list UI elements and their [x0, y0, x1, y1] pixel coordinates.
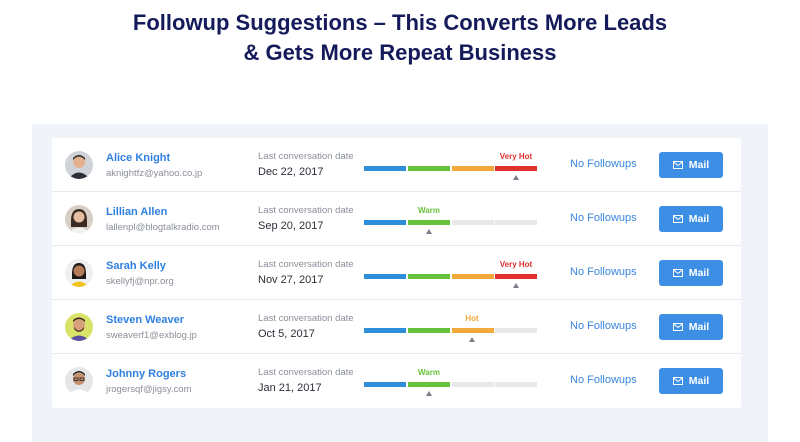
followups-link[interactable]: No Followups [570, 212, 637, 224]
mail-button-label: Mail [688, 267, 710, 279]
heat-segment-hot [452, 328, 494, 333]
headline-line-2: & Gets More Repeat Business [243, 40, 557, 65]
followups-link[interactable]: No Followups [570, 374, 637, 386]
avatar-icon [65, 367, 93, 395]
heat-label: Warm [418, 206, 440, 215]
mail-button[interactable]: Mail [659, 152, 723, 178]
lead-email: jrogersqf@jigsy.com [106, 384, 192, 395]
heat-pointer-icon [426, 391, 432, 396]
heat-segment-very-hot [495, 382, 537, 387]
envelope-icon [672, 161, 683, 169]
heat-label: Very Hot [499, 152, 533, 161]
mail-button-label: Mail [688, 159, 710, 171]
heat-segment-very-hot [495, 328, 537, 333]
followups-link[interactable]: No Followups [570, 320, 637, 332]
lead-name[interactable]: Lillian Allen [106, 206, 168, 218]
lead-row: Steven Weaver sweaverf1@exblog.jp Last c… [52, 300, 741, 354]
heat-label: Warm [418, 368, 440, 377]
envelope-icon [672, 323, 683, 331]
lead-email: lallenpl@blogtalkradio.com [106, 222, 220, 233]
last-conversation-label: Last conversation date [258, 151, 354, 162]
heat-segment-cold [364, 166, 406, 171]
headline-line-1: Followup Suggestions – This Converts Mor… [132, 10, 668, 35]
last-conversation-date: Dec 22, 2017 [258, 166, 324, 178]
last-conversation-label: Last conversation date [258, 367, 354, 378]
heat-meter: Warm [364, 202, 537, 238]
followups-link[interactable]: No Followups [570, 158, 637, 170]
followups-link[interactable]: No Followups [570, 266, 637, 278]
lead-name[interactable]: Johnny Rogers [106, 368, 187, 380]
lead-row: Johnny Rogers jrogersqf@jigsy.com Last c… [52, 354, 741, 408]
lead-name[interactable]: Sarah Kelly [106, 260, 166, 272]
avatar-icon [65, 151, 93, 179]
heat-segment-very-hot [495, 274, 537, 279]
last-conversation-label: Last conversation date [258, 205, 354, 216]
heat-meter: Hot [364, 310, 537, 346]
heat-pointer-icon [513, 283, 519, 288]
mail-button[interactable]: Mail [659, 368, 723, 394]
heat-pointer-icon [469, 337, 475, 342]
lead-name[interactable]: Steven Weaver [106, 314, 185, 326]
heat-segment-hot [452, 274, 494, 279]
lead-email: aknightfz@yahoo.co.jp [106, 168, 203, 179]
heat-segment-hot [452, 166, 494, 171]
lead-email: skellyfj@npr.org [106, 276, 174, 287]
heat-segment-very-hot [495, 220, 537, 225]
last-conversation-date: Oct 5, 2017 [258, 328, 315, 340]
mail-button[interactable]: Mail [659, 260, 723, 286]
avatar-icon [65, 259, 93, 287]
mail-button[interactable]: Mail [659, 206, 723, 232]
heat-segment-cold [364, 274, 406, 279]
mail-button-label: Mail [688, 321, 710, 333]
heat-label: Very Hot [499, 260, 533, 269]
lead-row: Sarah Kelly skellyfj@npr.org Last conver… [52, 246, 741, 300]
heat-segment-cold [364, 328, 406, 333]
last-conversation-date: Jan 21, 2017 [258, 382, 322, 394]
heat-segment-hot [452, 220, 494, 225]
heat-segment-warm [408, 328, 450, 333]
mail-button-label: Mail [688, 375, 710, 387]
heat-segment-warm [408, 220, 450, 225]
heat-meter: Very Hot [364, 148, 537, 184]
mail-button-label: Mail [688, 213, 710, 225]
lead-row: Lillian Allen lallenpl@blogtalkradio.com… [52, 192, 741, 246]
heat-segment-warm [408, 382, 450, 387]
last-conversation-label: Last conversation date [258, 313, 354, 324]
page-headline: Followup Suggestions – This Converts Mor… [0, 8, 800, 68]
envelope-icon [672, 269, 683, 277]
last-conversation-date: Sep 20, 2017 [258, 220, 324, 232]
heat-pointer-icon [513, 175, 519, 180]
heat-segment-cold [364, 220, 406, 225]
heat-meter: Warm [364, 364, 537, 400]
leads-list: Alice Knight aknightfz@yahoo.co.jp Last … [52, 138, 741, 408]
heat-label: Hot [465, 314, 479, 323]
heat-pointer-icon [426, 229, 432, 234]
envelope-icon [672, 215, 683, 223]
heat-segment-warm [408, 166, 450, 171]
heat-segment-cold [364, 382, 406, 387]
heat-meter: Very Hot [364, 256, 537, 292]
lead-email: sweaverf1@exblog.jp [106, 330, 197, 341]
mail-button[interactable]: Mail [659, 314, 723, 340]
heat-segment-hot [452, 382, 494, 387]
lead-name[interactable]: Alice Knight [106, 152, 171, 164]
last-conversation-date: Nov 27, 2017 [258, 274, 324, 286]
last-conversation-label: Last conversation date [258, 259, 354, 270]
avatar-icon [65, 313, 93, 341]
heat-segment-very-hot [495, 166, 537, 171]
envelope-icon [672, 377, 683, 385]
avatar-icon [65, 205, 93, 233]
lead-row: Alice Knight aknightfz@yahoo.co.jp Last … [52, 138, 741, 192]
heat-segment-warm [408, 274, 450, 279]
